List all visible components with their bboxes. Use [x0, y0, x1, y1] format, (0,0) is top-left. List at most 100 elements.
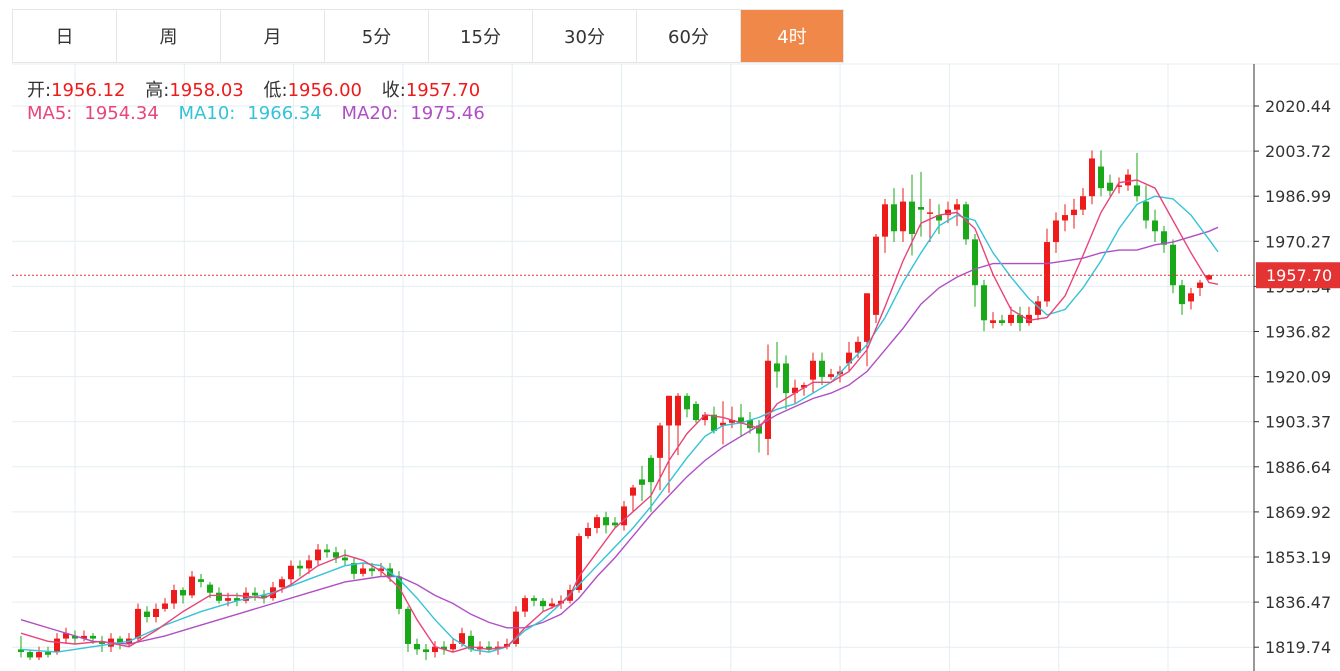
candle-body	[1098, 166, 1104, 189]
candle-body	[756, 425, 762, 434]
ma10-value: 1966.34	[247, 103, 322, 124]
candle-body	[693, 403, 699, 421]
current-price: 1957.70	[12, 262, 1340, 289]
candle-body	[711, 414, 717, 431]
candle-body	[810, 360, 816, 380]
candle-body	[504, 643, 510, 647]
candle-body	[198, 579, 204, 582]
candle-body	[324, 549, 330, 553]
candle-body	[1206, 275, 1212, 280]
candle-body	[783, 363, 789, 394]
candle-body	[630, 487, 636, 496]
candle-body	[891, 204, 897, 232]
candle-body	[540, 600, 546, 607]
price-axis: 2020.442003.721986.991970.271953.541936.…	[1253, 64, 1331, 671]
candle-body	[648, 457, 654, 483]
chart-grid	[12, 63, 1340, 671]
candle-body	[81, 635, 87, 639]
candle-body	[738, 417, 744, 423]
candle-body	[1062, 215, 1068, 221]
candle-body	[585, 527, 591, 537]
candle-body	[396, 576, 402, 609]
candle-body	[720, 422, 726, 426]
tab-15min[interactable]: 15分	[428, 10, 532, 62]
candle-body	[261, 595, 267, 599]
open-value: 1956.12	[51, 80, 126, 101]
candle-body	[135, 608, 141, 639]
open-label: 开:	[27, 80, 52, 101]
candle-body	[90, 635, 96, 639]
price-tick-label: 1819.74	[1265, 638, 1331, 657]
candle-body	[162, 603, 168, 609]
candle-body	[999, 320, 1005, 323]
ma-lines	[20, 179, 1219, 653]
candle-body	[288, 565, 294, 580]
candle-body	[1143, 201, 1149, 221]
candle-body	[792, 387, 798, 394]
candle-body	[72, 635, 78, 639]
candle-body	[918, 206, 924, 210]
candle-body	[558, 600, 564, 604]
price-tick-label: 1986.99	[1265, 187, 1331, 206]
price-tick-label: 1903.37	[1265, 413, 1331, 432]
candle-body	[1008, 314, 1014, 323]
candle-body	[225, 598, 231, 601]
price-tick-label: 1869.92	[1265, 503, 1331, 522]
tab-day[interactable]: 日	[12, 10, 116, 62]
candle-body	[153, 608, 159, 617]
candle-body	[1035, 301, 1041, 315]
close-value: 1957.70	[405, 80, 481, 101]
candle-body	[441, 646, 447, 650]
candle-body	[522, 598, 528, 612]
candle-body	[1161, 231, 1167, 245]
tab-month[interactable]: 月	[220, 10, 324, 62]
candle-body	[819, 360, 825, 377]
candle-body	[747, 420, 753, 429]
candle-body	[1170, 244, 1176, 286]
ma20-value: 1975.46	[410, 103, 485, 124]
candle-body	[360, 568, 366, 574]
tab-5min[interactable]: 5分	[324, 10, 428, 62]
ohlc-readout: 开:1956.12 高:1958.03 低:1956.00 收:1957.70	[27, 76, 480, 102]
candle-body	[450, 643, 456, 650]
candle-body	[432, 646, 438, 653]
candle-body	[18, 649, 24, 653]
candle-body	[279, 579, 285, 588]
high-value: 1958.03	[169, 80, 244, 101]
candle-body	[342, 557, 348, 561]
candle-body	[369, 568, 375, 572]
candle-body	[1116, 185, 1122, 187]
candle-body	[729, 420, 735, 423]
current-price-label: 1957.70	[1266, 266, 1332, 285]
tab-week[interactable]: 周	[116, 10, 220, 62]
candle-body	[954, 204, 960, 210]
candle-body	[963, 204, 969, 240]
candle-body	[675, 395, 681, 426]
candle-body	[468, 635, 474, 650]
plot-area	[12, 64, 1254, 671]
candle-body	[1089, 158, 1095, 197]
close-label: 收:	[381, 80, 406, 101]
candle-body	[549, 603, 555, 607]
candle-body	[189, 576, 195, 596]
candle-body	[1134, 185, 1140, 197]
candle-body	[45, 652, 51, 655]
candle-body	[909, 201, 915, 234]
current-price-pointer	[1256, 270, 1262, 281]
candle-body	[981, 285, 987, 321]
tab-30min[interactable]: 30分	[532, 10, 636, 62]
candle-body	[486, 646, 492, 650]
ma-readout: MA5: 1954.34 MA10: 1966.34 MA20: 1975.46	[27, 103, 485, 124]
tab-60min[interactable]: 60分	[636, 10, 740, 62]
candle-body	[594, 517, 600, 528]
candle-body	[297, 565, 303, 569]
price-tick-label: 2003.72	[1265, 142, 1331, 161]
tab-4hour[interactable]: 4时	[740, 10, 844, 62]
price-tick-label: 1836.47	[1265, 593, 1331, 612]
candle-body	[576, 536, 582, 591]
candle-body	[801, 385, 807, 388]
candle-body	[333, 552, 339, 558]
candle-body	[252, 592, 258, 596]
current-price-badge	[1256, 262, 1340, 289]
